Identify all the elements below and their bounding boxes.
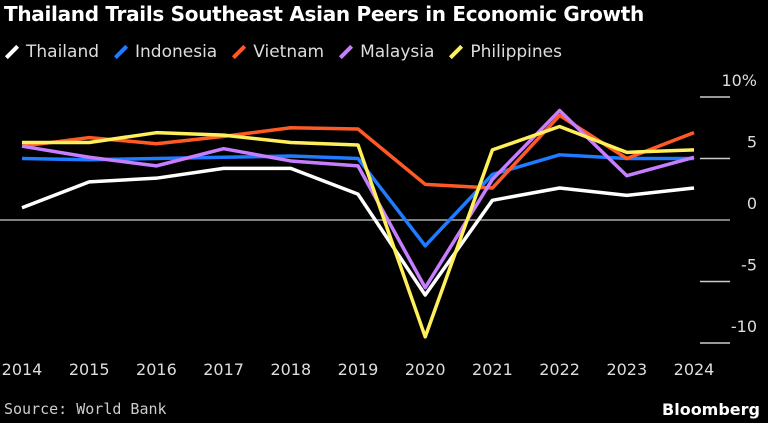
legend-item: Indonesia — [113, 42, 217, 62]
x-tick-label: 2019 — [338, 360, 379, 379]
y-tick-label: 5 — [747, 133, 757, 152]
bloomberg-logo: Bloomberg — [662, 400, 760, 419]
y-tick-label: 0 — [747, 194, 757, 213]
series-line-indonesia — [21, 153, 694, 248]
series-line-malaysia — [21, 108, 695, 290]
legend-label: Vietnam — [253, 42, 325, 62]
legend-item: Thailand — [4, 42, 99, 62]
series-line-vietnam — [21, 113, 695, 190]
x-tick-label: 2018 — [270, 360, 311, 379]
x-tick-label: 2020 — [405, 360, 446, 379]
y-tick-label: -5 — [741, 256, 757, 275]
source-note: Source: World Bank — [4, 400, 167, 418]
series-line-thailand — [21, 166, 695, 297]
x-tick-label: 2022 — [539, 360, 580, 379]
x-tick-label: 2016 — [136, 360, 177, 379]
legend-item: Malaysia — [338, 42, 434, 62]
legend-label: Malaysia — [360, 42, 435, 62]
x-tick-label: 2015 — [69, 360, 110, 379]
y-tick-label: 10% — [721, 71, 757, 90]
chart-title: Thailand Trails Southeast Asian Peers in… — [4, 2, 644, 26]
legend: Thailand Indonesia Vietnam Malaysia Philippi… — [4, 42, 562, 62]
y-tick-label: -10 — [731, 317, 757, 336]
series-line-philippines — [22, 124, 695, 339]
legend-item: Vietnam — [231, 42, 324, 62]
x-tick-label: 2017 — [203, 360, 244, 379]
x-tick-label: 2021 — [472, 360, 513, 379]
legend-label: Indonesia — [135, 42, 218, 62]
legend-label: Philippines — [470, 42, 562, 62]
x-tick-label: 2023 — [606, 360, 647, 379]
legend-item: Philippines — [448, 42, 562, 62]
x-tick-label: 2024 — [674, 360, 715, 379]
x-tick-label: 2014 — [2, 360, 43, 379]
legend-label: Thailand — [26, 42, 100, 62]
